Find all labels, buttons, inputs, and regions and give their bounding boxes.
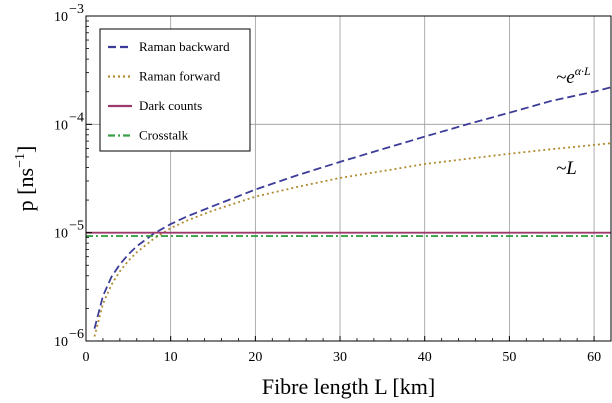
series-line-1 [93,142,612,337]
y-tick-exponent: −6 [69,327,84,342]
y-tick-exponent: −5 [69,219,84,234]
annotation-exponential: ~eα·L [556,64,591,88]
annotation-linear: ~L [556,158,577,179]
y-tick-label: 10 [54,10,68,25]
y-tick-label: 10 [54,118,68,133]
plot-frame [85,15,612,342]
x-tick-label: 50 [502,350,516,365]
series-group [86,86,612,337]
x-tick-label: 60 [587,350,601,365]
x-axis-label: Fibre length L [km] [262,374,435,399]
x-tick-label: 30 [333,350,347,365]
x-tick-label: 10 [164,350,178,365]
y-axis-label: p [ns−1] [13,146,38,212]
x-tick-label: 20 [248,350,262,365]
y-tick-label: 10 [54,335,68,350]
legend-label: Crosstalk [139,128,189,143]
legend-label: Dark counts [139,98,202,113]
legend: Raman backward Raman forward Dark counts Cr… [99,28,251,152]
legend-box [99,28,251,152]
y-tick-label: 10 [54,227,68,242]
y-tick-exponent: −3 [69,2,84,17]
x-tick-label: 40 [418,350,432,365]
legend-label: Raman forward [139,69,221,84]
legend-label: Raman backward [139,39,230,54]
series-line-0 [93,86,612,329]
x-tick-label: 0 [83,350,90,365]
y-tick-exponent: −4 [69,110,84,125]
